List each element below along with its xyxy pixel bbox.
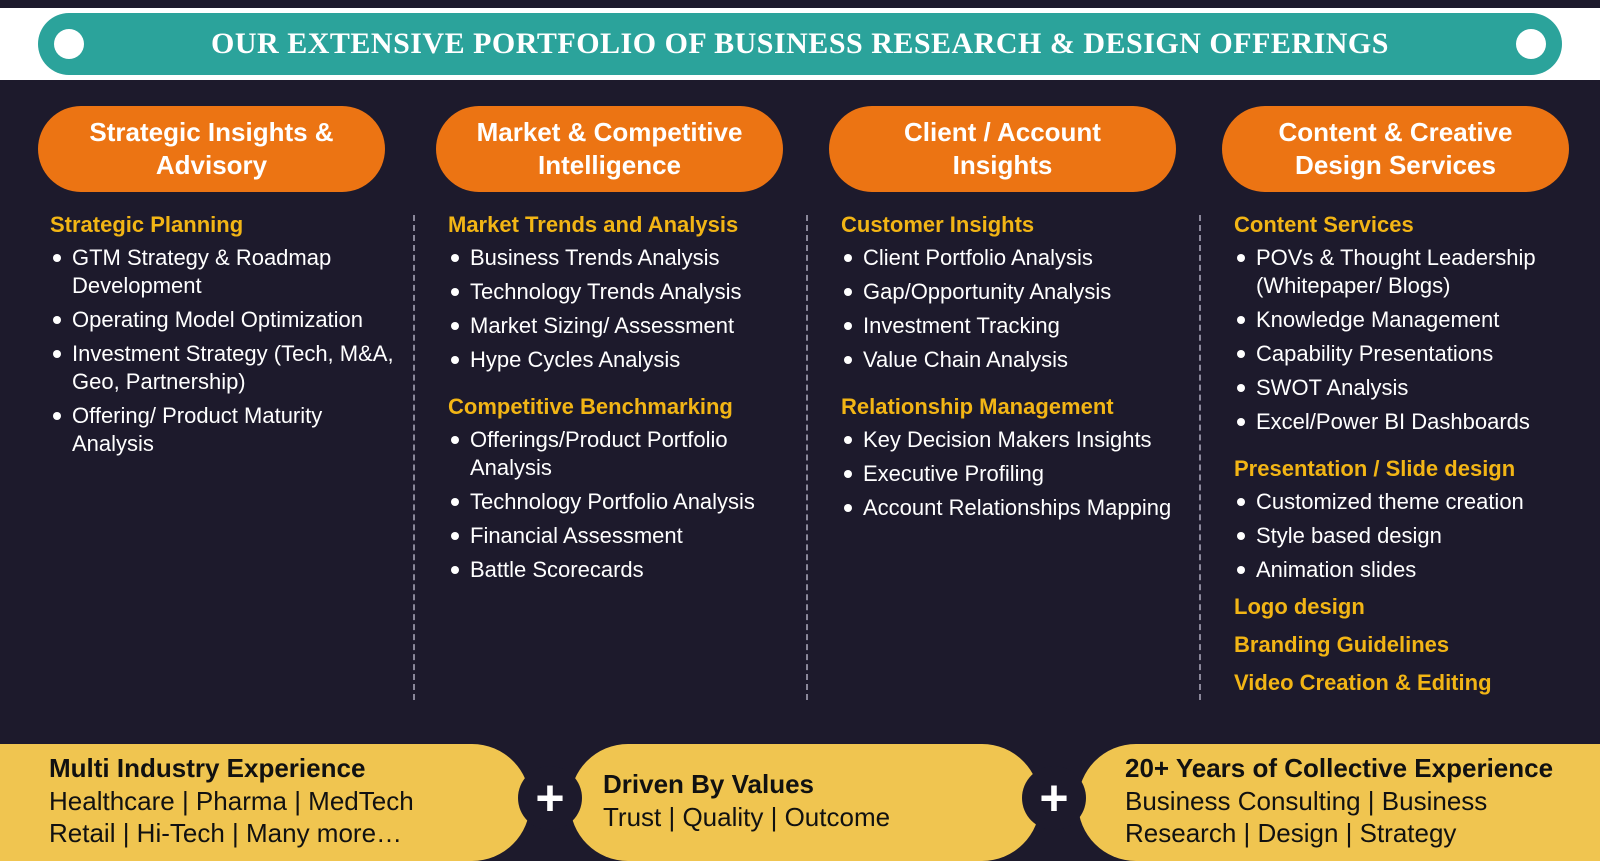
list-item: Offerings/Product Portfolio Analysis xyxy=(448,426,796,482)
section-heading: Branding Guidelines xyxy=(1234,632,1450,657)
title-banner: OUR EXTENSIVE PORTFOLIO OF BUSINESS RESE… xyxy=(38,13,1562,75)
list-item: Gap/Opportunity Analysis xyxy=(841,278,1189,306)
category-title-line: Client / Account xyxy=(904,117,1101,147)
bottom-panel-values xyxy=(570,744,1040,861)
list-item: Investment Tracking xyxy=(841,312,1189,340)
plus-icon: + xyxy=(518,766,582,830)
category-title-line: Advisory xyxy=(155,150,268,180)
bottom-title: 20+ Years of Collective Experience xyxy=(1125,753,1554,783)
bottom-line: Research | Design | Strategy xyxy=(1125,818,1457,848)
bottom-line: Retail | Hi-Tech | Many more… xyxy=(49,818,403,848)
category-title-line: Market & Competitive xyxy=(476,117,743,147)
list-item: Style based design xyxy=(1234,522,1582,550)
column-divider xyxy=(1199,215,1201,700)
list-item: Operating Model Optimization xyxy=(50,306,398,334)
section-heading: Customer Insights xyxy=(841,212,1035,237)
list-item: Investment Strategy (Tech, M&A, Geo, Par… xyxy=(50,340,398,396)
category-title-line: Strategic Insights & xyxy=(89,117,334,147)
list-item: POVs & Thought Leadership (Whitepaper/ B… xyxy=(1234,244,1582,300)
section-heading: Presentation / Slide design xyxy=(1234,456,1516,481)
offering-list: Customized theme creation Style based de… xyxy=(1234,488,1582,584)
offering-list: Business Trends Analysis Technology Tren… xyxy=(448,244,796,374)
list-item: Account Relationships Mapping xyxy=(841,494,1189,522)
list-item: SWOT Analysis xyxy=(1234,374,1582,402)
offering-list: GTM Strategy & Roadmap Development Opera… xyxy=(50,244,398,458)
category-title-line: Content & Creative xyxy=(1278,117,1513,147)
list-item: Capability Presentations xyxy=(1234,340,1582,368)
banner-dot-left xyxy=(54,29,84,59)
page-title: OUR EXTENSIVE PORTFOLIO OF BUSINESS RESE… xyxy=(211,27,1389,60)
offering-list: Key Decision Makers Insights Executive P… xyxy=(841,426,1189,522)
list-item: Customized theme creation xyxy=(1234,488,1582,516)
list-item: Animation slides xyxy=(1234,556,1582,584)
list-item: Market Sizing/ Assessment xyxy=(448,312,796,340)
category-title-line: Intelligence xyxy=(537,150,682,180)
bottom-line: Trust | Quality | Outcome xyxy=(603,802,891,832)
category-title-line: Design Services xyxy=(1295,150,1496,180)
column-divider xyxy=(806,215,808,700)
list-item: Technology Portfolio Analysis xyxy=(448,488,796,516)
list-item: Offering/ Product Maturity Analysis xyxy=(50,402,398,458)
plus-icon: + xyxy=(1022,766,1086,830)
offering-column-strategic: Strategic Insights & Advisory Strategic … xyxy=(38,106,398,464)
section-heading: Relationship Management xyxy=(841,394,1114,419)
section-heading: Strategic Planning xyxy=(50,212,244,237)
list-item: GTM Strategy & Roadmap Development xyxy=(50,244,398,300)
industry-experience-text: Multi Industry Experience Healthcare | P… xyxy=(49,752,414,849)
list-item: Hype Cycles Analysis xyxy=(448,346,796,374)
offering-list: POVs & Thought Leadership (Whitepaper/ B… xyxy=(1234,244,1582,436)
list-item: Client Portfolio Analysis xyxy=(841,244,1189,272)
bottom-line: Healthcare | Pharma | MedTech xyxy=(49,786,414,816)
offering-column-content: Content & Creative Design Services Conte… xyxy=(1222,106,1582,702)
bottom-panel-experience xyxy=(1078,744,1600,861)
collective-experience-text: 20+ Years of Collective Experience Busin… xyxy=(1125,752,1553,849)
bottom-title: Driven By Values xyxy=(603,769,814,799)
list-item: Technology Trends Analysis xyxy=(448,278,796,306)
list-item: Value Chain Analysis xyxy=(841,346,1189,374)
list-item: Knowledge Management xyxy=(1234,306,1582,334)
bottom-title: Multi Industry Experience xyxy=(49,753,366,783)
category-pill: Strategic Insights & Advisory xyxy=(38,106,385,192)
offering-column-market: Market & Competitive Intelligence Market… xyxy=(436,106,796,590)
section-heading: Video Creation & Editing xyxy=(1234,670,1492,695)
values-text: Driven By Values Trust | Quality | Outco… xyxy=(603,768,890,833)
category-pill: Client / Account Insights xyxy=(829,106,1176,192)
offering-list: Offerings/Product Portfolio Analysis Tec… xyxy=(448,426,796,584)
section-heading: Competitive Benchmarking xyxy=(448,394,733,419)
list-item: Excel/Power BI Dashboards xyxy=(1234,408,1582,436)
list-item: Financial Assessment xyxy=(448,522,796,550)
list-item: Executive Profiling xyxy=(841,460,1189,488)
section-heading: Market Trends and Analysis xyxy=(448,212,739,237)
offering-list: Client Portfolio Analysis Gap/Opportunit… xyxy=(841,244,1189,374)
list-item: Key Decision Makers Insights xyxy=(841,426,1189,454)
list-item: Business Trends Analysis xyxy=(448,244,796,272)
list-item: Battle Scorecards xyxy=(448,556,796,584)
column-divider xyxy=(413,215,415,700)
banner-dot-right xyxy=(1516,29,1546,59)
section-heading: Logo design xyxy=(1234,594,1365,619)
bottom-panel-industry xyxy=(0,744,530,861)
offering-column-client: Client / Account Insights Customer Insig… xyxy=(829,106,1189,528)
category-pill: Content & Creative Design Services xyxy=(1222,106,1569,192)
bottom-line: Business Consulting | Business xyxy=(1125,786,1488,816)
category-pill: Market & Competitive Intelligence xyxy=(436,106,783,192)
category-title-line: Insights xyxy=(952,150,1053,180)
section-heading: Content Services xyxy=(1234,212,1414,237)
